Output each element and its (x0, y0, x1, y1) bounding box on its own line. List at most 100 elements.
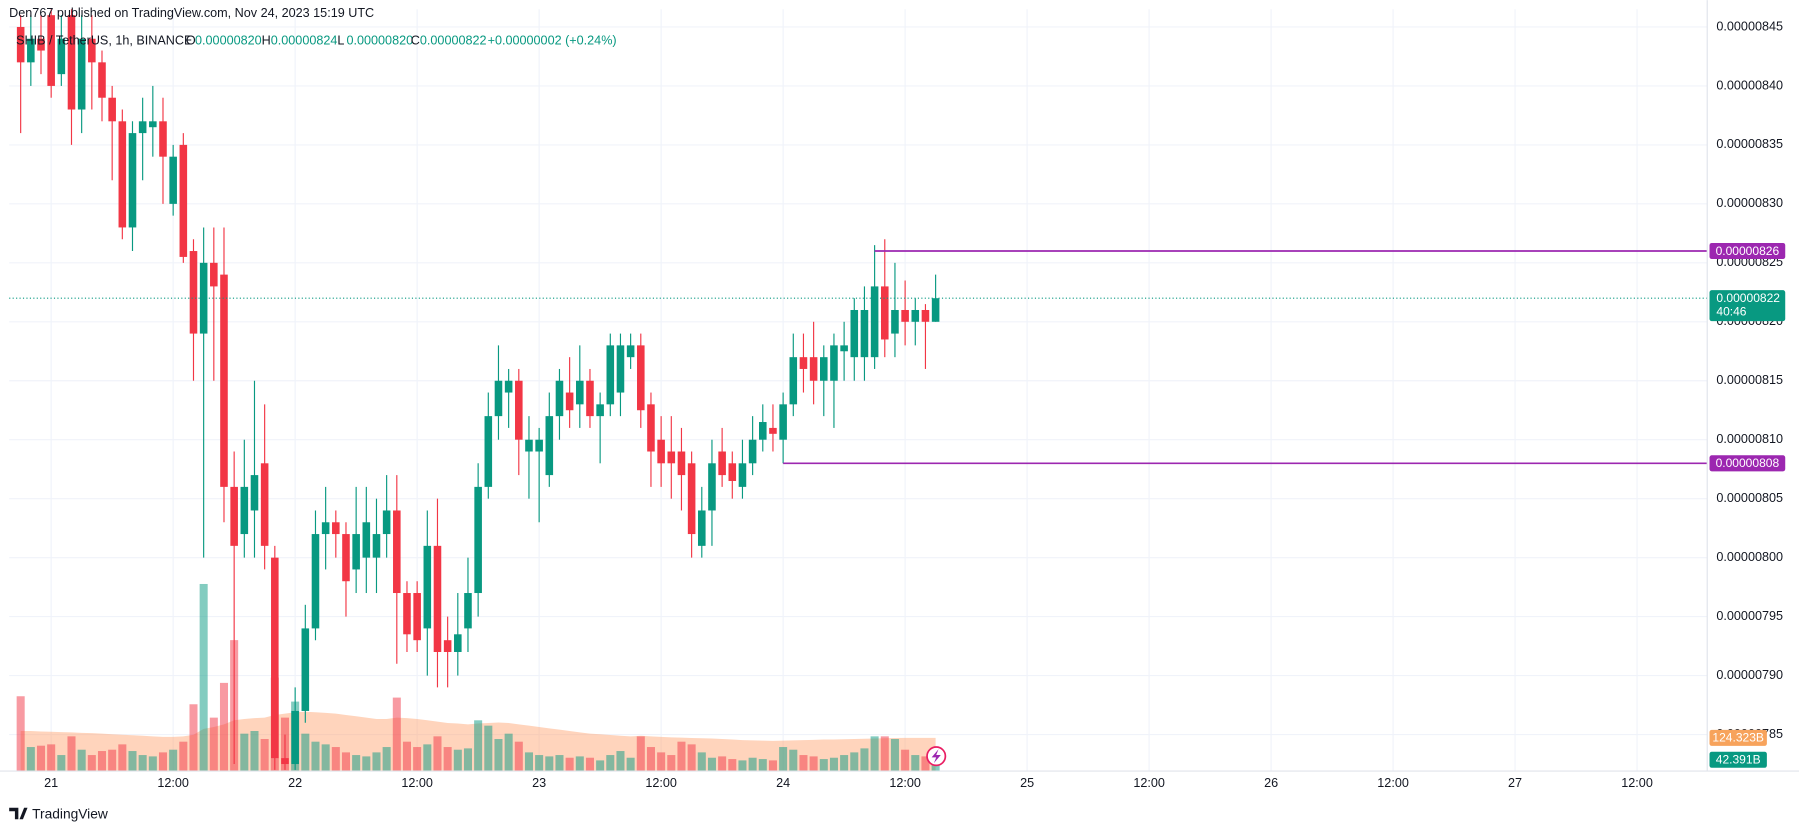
volume-bar (240, 733, 249, 772)
volume-bar (382, 747, 391, 772)
volume-bar (840, 755, 849, 772)
candle-body (677, 451, 686, 476)
candle-body (108, 97, 116, 122)
y-tick-label: 0.00000790 (1716, 668, 1783, 682)
price-badge (1709, 455, 1786, 472)
volume-bar (779, 747, 788, 772)
candle-body (769, 427, 777, 434)
volume-bar (524, 752, 533, 772)
candle-body (199, 262, 208, 334)
candle-body (718, 451, 726, 476)
ohlc-label: L (337, 34, 344, 48)
x-tick-label: 12:00 (1133, 776, 1165, 790)
candle-body (149, 121, 157, 128)
ohlc-label: C (411, 34, 420, 48)
candle-body (870, 286, 879, 358)
candle-body (77, 38, 86, 110)
candle-body (342, 534, 350, 582)
candles (16, 9, 940, 770)
volume-bar (718, 756, 727, 772)
candle-body (535, 439, 543, 452)
candle-body (647, 404, 655, 452)
volume-ma-label: 124.323B (1712, 731, 1764, 745)
candle-body (281, 758, 289, 765)
brand: TradingView (32, 806, 108, 821)
price-badge (1709, 242, 1786, 260)
volume-pane (16, 583, 940, 772)
ohlc-value: 0.00000822 (420, 34, 487, 48)
volume-bar (209, 717, 218, 772)
candle-body (372, 534, 381, 558)
price-badge-label: 0.00000826 (1716, 244, 1780, 258)
ohlc-label: O (186, 34, 196, 48)
candle-body (931, 298, 940, 322)
volume-bar (707, 757, 716, 772)
candle-body (57, 38, 66, 75)
candle-body (230, 486, 238, 546)
x-tick-label: 12:00 (157, 776, 189, 790)
price-badge-label: 0.00000808 (1716, 456, 1780, 470)
candle-body (413, 593, 421, 641)
x-tick-label: 12:00 (1621, 776, 1653, 790)
axes: 0.00000845 0.00000840 0.00000835 0.00000830… (0, 0, 1799, 790)
candle-body (759, 422, 767, 440)
y-tick-label: 0.00000835 (1716, 137, 1783, 151)
candle-body (626, 345, 635, 358)
x-tick-label: 12:00 (645, 776, 677, 790)
candle-body (16, 26, 25, 63)
candle-body (454, 634, 462, 652)
volume-bar (514, 741, 523, 772)
candle-body (921, 309, 930, 322)
x-tick-label: 21 (44, 776, 58, 790)
x-tick-label: 12:00 (401, 776, 433, 790)
volume-bar (555, 755, 564, 772)
candle-body (220, 274, 228, 487)
volume-bar (799, 755, 808, 772)
icon-bolt (931, 749, 941, 764)
candle-body (159, 121, 167, 157)
volume-bar (626, 757, 635, 772)
candle-body (443, 640, 452, 652)
grid (9, 9, 1708, 772)
volume-bar (67, 736, 76, 772)
x-tick-label: 24 (776, 776, 790, 790)
ohlc-value: 0.00000820 (346, 34, 413, 48)
volume-bar (453, 749, 462, 772)
candle-body (37, 38, 45, 51)
candle-body (423, 545, 432, 629)
volume-bar (413, 747, 422, 772)
candle-body (576, 380, 584, 405)
candle-body (138, 121, 147, 134)
volume-bar (850, 752, 859, 772)
candle-body (850, 309, 859, 358)
volume-bar (636, 736, 645, 772)
candle-body (321, 522, 330, 535)
candle-body (332, 522, 340, 535)
candle-body (494, 380, 503, 417)
candle-body (393, 510, 401, 594)
volume-bar (169, 749, 178, 772)
candle-body (708, 463, 716, 511)
y-tick-label: 0.00000815 (1716, 373, 1783, 387)
candle-body (616, 345, 625, 393)
candle-body (179, 144, 188, 257)
candle-body (484, 416, 493, 487)
candle-body (738, 463, 747, 487)
volume-bar (260, 739, 269, 772)
y-tick-label: 0.00000840 (1716, 78, 1783, 92)
candle-body (911, 309, 920, 322)
candle-body (88, 38, 96, 63)
volume-bar (474, 720, 483, 772)
volume-bar (128, 751, 137, 772)
volume-bar (331, 747, 340, 772)
candle-body (515, 380, 523, 440)
candle-body (271, 557, 279, 759)
x-tick-label: 22 (288, 776, 302, 790)
candle-body (67, 15, 76, 110)
ohlc-label: H (262, 34, 271, 48)
volume-bar (484, 725, 493, 772)
volume-badge (1709, 751, 1767, 768)
volume-bar (199, 583, 208, 772)
volume-bar (311, 741, 320, 772)
